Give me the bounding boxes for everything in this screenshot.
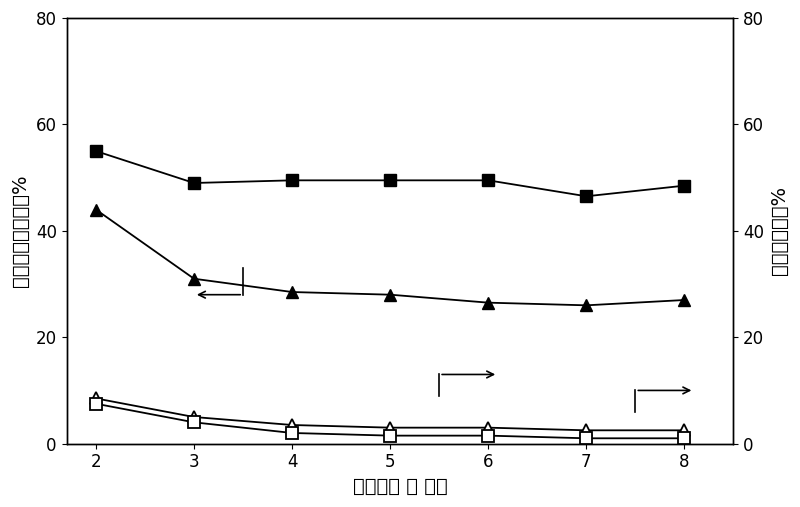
Y-axis label: 加氢脱硫转化率／%: 加氢脱硫转化率／% bbox=[11, 174, 30, 287]
Y-axis label: 裂化转化率／%: 裂化转化率／% bbox=[770, 186, 789, 275]
X-axis label: 反应时间 ／ 小时: 反应时间 ／ 小时 bbox=[353, 477, 447, 496]
